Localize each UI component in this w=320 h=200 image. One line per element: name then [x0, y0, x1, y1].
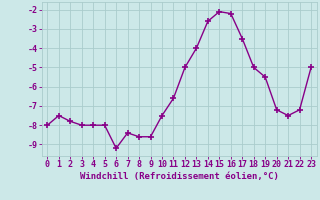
- X-axis label: Windchill (Refroidissement éolien,°C): Windchill (Refroidissement éolien,°C): [80, 172, 279, 181]
